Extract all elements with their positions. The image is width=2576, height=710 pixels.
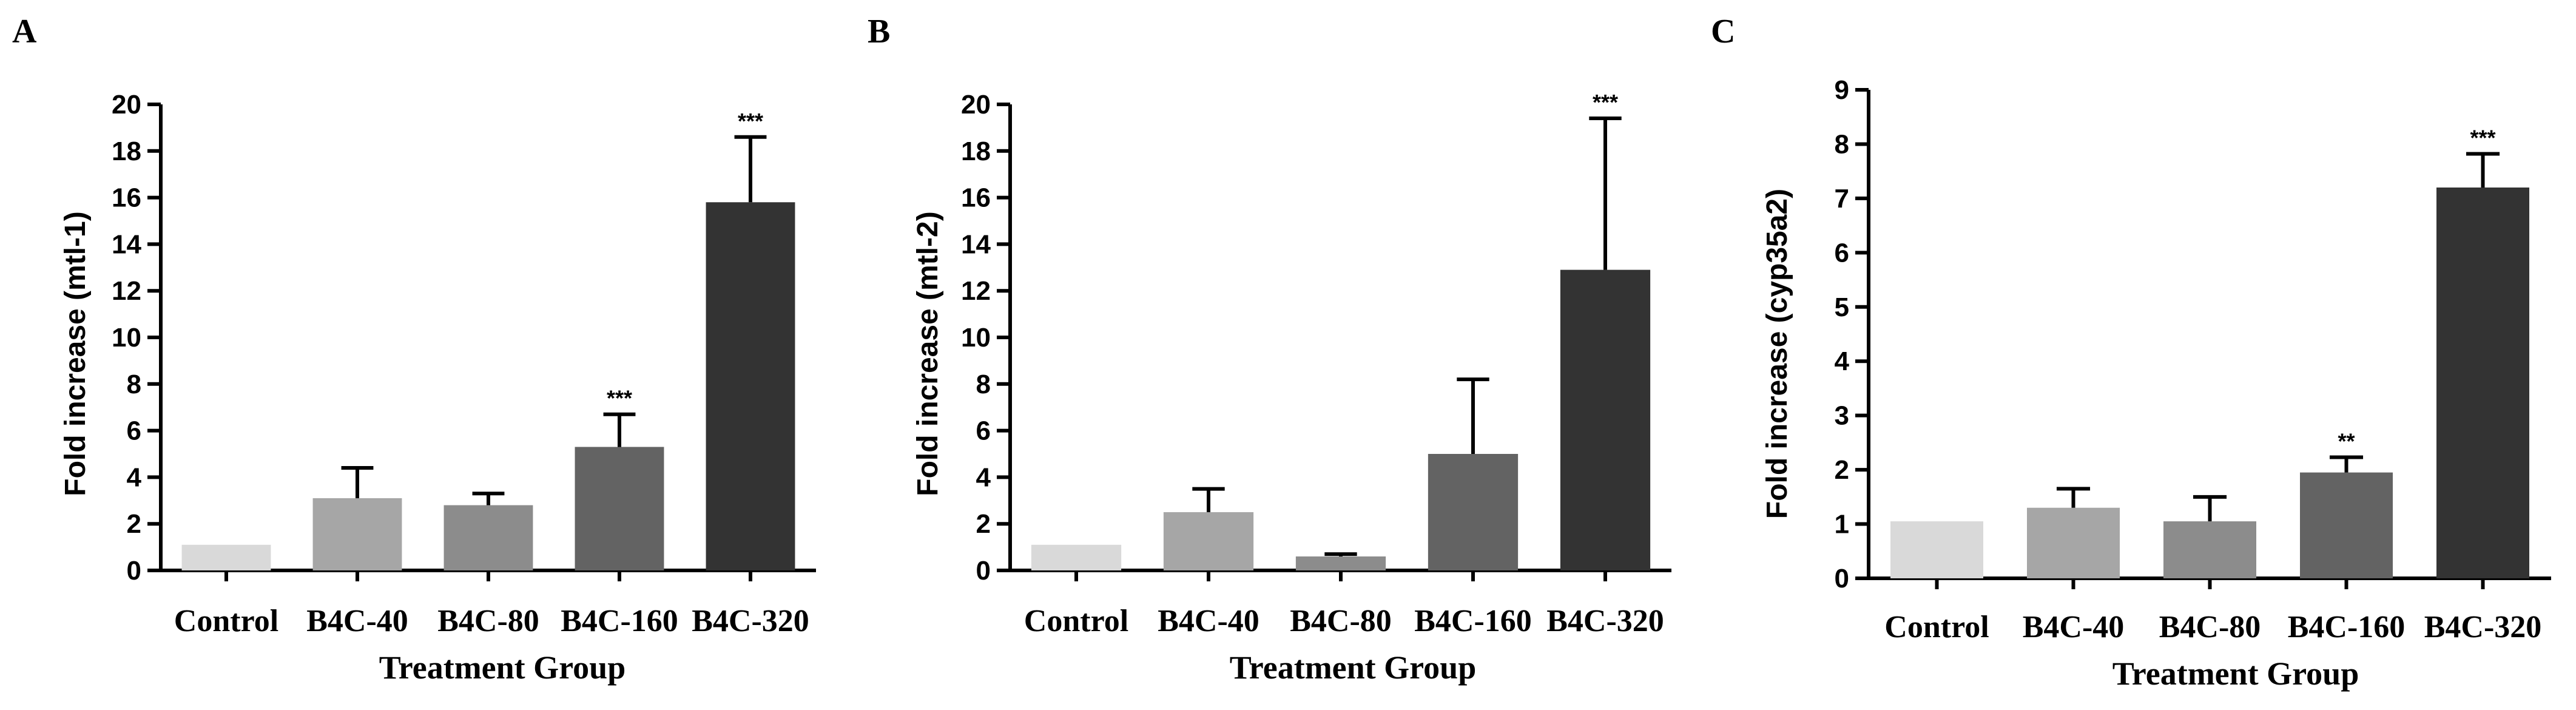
panel-b-y-axis-label: Fold increase (mtl-2) — [912, 211, 944, 496]
panel-a-category-label: B4C-40 — [306, 604, 408, 638]
panel-b-category-label: B4C-160 — [1414, 604, 1532, 638]
panel-a-y-tick-label: 6 — [127, 416, 141, 446]
panel-c-y-tick-label: 8 — [1835, 129, 1849, 159]
panel-c-bar-control — [1890, 521, 1983, 578]
panel-c-y-tick-label: 2 — [1835, 455, 1849, 485]
panel-a-y-tick-label: 2 — [127, 509, 141, 539]
panel-b-y-tick-label: 4 — [976, 462, 991, 492]
panel-a-y-tick-label: 0 — [127, 556, 141, 586]
panel-b-category-label: B4C-320 — [1546, 604, 1664, 638]
panel-c-y-tick-label: 9 — [1835, 75, 1849, 105]
panel-b-bar-b4c-320 — [1560, 269, 1651, 570]
panel-a-bar-b4c-160 — [575, 447, 664, 570]
panel-c-letter: C — [1711, 13, 1735, 50]
panel-b-significance-label: *** — [1593, 90, 1618, 115]
panel-b-bar-b4c-80 — [1295, 556, 1386, 570]
panel-c-y-tick-label: 7 — [1835, 184, 1849, 214]
panel-a-category-label: B4C-160 — [561, 604, 678, 638]
panel-b-bar-b4c-40 — [1163, 512, 1254, 570]
panel-a-significance-label: *** — [607, 386, 632, 411]
panel-a-y-axis-label: Fold increase (mtl-1) — [59, 211, 92, 496]
panel-b-bar-b4c-160 — [1428, 454, 1519, 570]
panel-b-y-tick-label: 0 — [976, 556, 991, 586]
panel-c-bar-b4c-80 — [2163, 521, 2256, 578]
panel-a-y-tick-label: 8 — [127, 370, 141, 399]
panel-a-category-label: Control — [174, 604, 278, 638]
panel-b-plot: 0 2 4 6 8 10 12 14 16 18 20 Control B4C-40 B4C-80 B4C-… — [961, 90, 1671, 638]
panel-c-category-label: B4C-40 — [2023, 610, 2125, 644]
panel-b-y-tick-label: 2 — [976, 509, 991, 539]
panel-b-category-label: B4C-40 — [1158, 604, 1259, 638]
panel-c-bar-b4c-40 — [2027, 507, 2120, 578]
panel-c-y-tick-label: 0 — [1835, 564, 1849, 593]
panel-a-bar-control — [181, 544, 271, 570]
panel-c-y-tick-label: 1 — [1835, 510, 1849, 539]
panel-c-category-label: B4C-80 — [2159, 610, 2261, 644]
panel-c-y-tick-label: 3 — [1835, 401, 1849, 431]
panel-b-letter: B — [868, 13, 890, 50]
panel-a-bar-b4c-320 — [706, 202, 795, 570]
panel-c-significance-label: *** — [2470, 126, 2495, 150]
panel-c-y-tick-label: 6 — [1835, 238, 1849, 268]
panel-a-y-tick-label: 18 — [112, 137, 141, 166]
panel-c-y-tick-label: 4 — [1835, 347, 1850, 376]
panel-c-category-label: Control — [1884, 610, 1989, 644]
panel-a-letter: A — [12, 13, 37, 50]
panel-c-y-axis-label: Fold increase (cyp35a2) — [1761, 189, 1793, 519]
panel-c-x-axis-label: Treatment Group — [2112, 655, 2359, 692]
panel-a-y-tick-label: 12 — [112, 276, 141, 306]
panel-c-bar-b4c-160 — [2300, 472, 2393, 578]
panel-b-y-tick-label: 6 — [976, 416, 991, 446]
panel-c-y-tick-label: 5 — [1835, 292, 1849, 322]
panel-a-y-tick-label: 16 — [112, 183, 141, 213]
panel-a-x-axis-label: Treatment Group — [379, 649, 625, 686]
panel-a-y-tick-label: 14 — [112, 229, 141, 259]
panel-b-y-tick-label: 12 — [961, 276, 991, 306]
panel-a-y-tick-label: 20 — [112, 90, 141, 120]
panel-c: C Fold increase (cyp35a2) Treatment Grou… — [1711, 13, 2551, 692]
panel-b-y-tick-label: 14 — [961, 229, 991, 259]
panel-a-bar-b4c-40 — [312, 498, 402, 570]
panel-c-category-label: B4C-160 — [2288, 610, 2406, 644]
panel-b: B Fold increase (mtl-2) Treatment Group … — [868, 13, 1671, 686]
panel-c-bar-b4c-320 — [2436, 188, 2529, 578]
panel-b-category-label: B4C-80 — [1290, 604, 1392, 638]
panel-c-significance-label: ** — [2338, 429, 2355, 454]
panel-b-y-tick-label: 18 — [961, 137, 991, 166]
panel-a-significance-label: *** — [738, 109, 763, 134]
panel-b-y-tick-label: 16 — [961, 183, 991, 213]
panel-b-y-tick-label: 8 — [976, 370, 991, 399]
panel-a-plot: 0 2 4 6 8 10 12 14 16 18 20 Control B4C-40 B4C-80 *** B… — [112, 90, 816, 638]
panel-a-category-label: B4C-320 — [692, 604, 809, 638]
panel-b-y-tick-label: 20 — [961, 90, 991, 120]
panel-b-category-label: Control — [1024, 604, 1128, 638]
panel-b-bar-control — [1031, 544, 1122, 570]
panel-a-bar-b4c-80 — [443, 505, 533, 570]
panel-c-plot: 0 1 2 3 4 5 6 7 8 9 Control B4C-40 B4C-80 ** B4C-160 **… — [1835, 75, 2551, 644]
panel-b-x-axis-label: Treatment Group — [1230, 649, 1476, 686]
panel-a-category-label: B4C-80 — [437, 604, 539, 638]
panel-a-y-tick-label: 10 — [112, 323, 141, 353]
panel-b-y-tick-label: 10 — [961, 323, 991, 353]
panel-c-category-label: B4C-320 — [2424, 610, 2542, 644]
panel-a: A Fold increase (mtl-1) Treatment Group … — [12, 13, 816, 686]
panel-a-y-tick-label: 4 — [127, 462, 142, 492]
